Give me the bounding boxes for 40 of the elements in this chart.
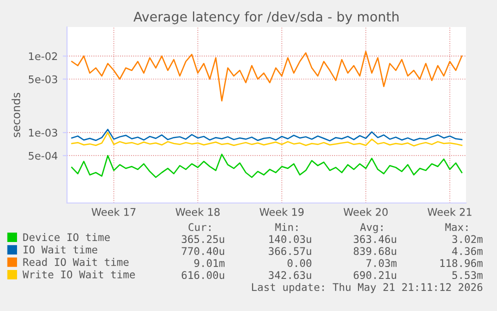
x-tick-label: Week 20 <box>344 208 388 216</box>
text: 366.57u <box>268 247 312 256</box>
text: 690.21u <box>354 271 396 280</box>
line-series <box>71 154 462 178</box>
text: 140.03u <box>269 235 312 244</box>
text: 363.46u <box>354 235 396 244</box>
text: 3.02m <box>452 235 483 244</box>
chart-title: Average latency for /dev/sda - by month <box>133 11 399 24</box>
text: 839.68u <box>354 247 396 256</box>
x-tick-label: Week 18 <box>176 208 220 216</box>
text: Min: <box>275 222 298 231</box>
y-tick-label: 1e-03 <box>29 128 58 137</box>
text: Last update: Thu May 21 21:11:12 2026 <box>252 282 482 294</box>
text: 118.96m <box>440 259 483 268</box>
text: Max: <box>445 223 468 232</box>
text: Cur: <box>188 223 210 232</box>
y-tick-label: 5e-04 <box>28 152 58 160</box>
text: 616.00u <box>182 271 224 280</box>
line-series <box>71 50 462 102</box>
y-tick-label: 5e-03 <box>28 75 58 84</box>
line-series <box>71 132 462 146</box>
y-axis-title: seconds <box>12 92 20 138</box>
text: 365.25u <box>182 235 224 244</box>
text: 342.63u <box>268 271 312 280</box>
text: 5.53m <box>452 271 483 280</box>
x-tick-label: Week 21 <box>428 208 472 216</box>
line-series <box>71 128 462 142</box>
x-tick-label: Week 19 <box>260 208 304 216</box>
text: Avg: <box>360 223 382 234</box>
x-tick-label: Week 17 <box>92 208 136 216</box>
text: 770.40u <box>182 247 224 256</box>
legend-label: IO Wait time <box>24 245 98 254</box>
legend-label: Read IO Wait time <box>23 258 129 266</box>
legend-label: Write IO Wait time <box>22 270 135 278</box>
text: 0.00 <box>288 259 312 268</box>
y-tick-label: 1e-02 <box>29 52 57 60</box>
text: 7.03m <box>366 259 397 268</box>
text: 4.36m <box>452 247 483 256</box>
legend-label: Device IO time <box>23 233 110 242</box>
text: 9.01m <box>194 259 225 268</box>
